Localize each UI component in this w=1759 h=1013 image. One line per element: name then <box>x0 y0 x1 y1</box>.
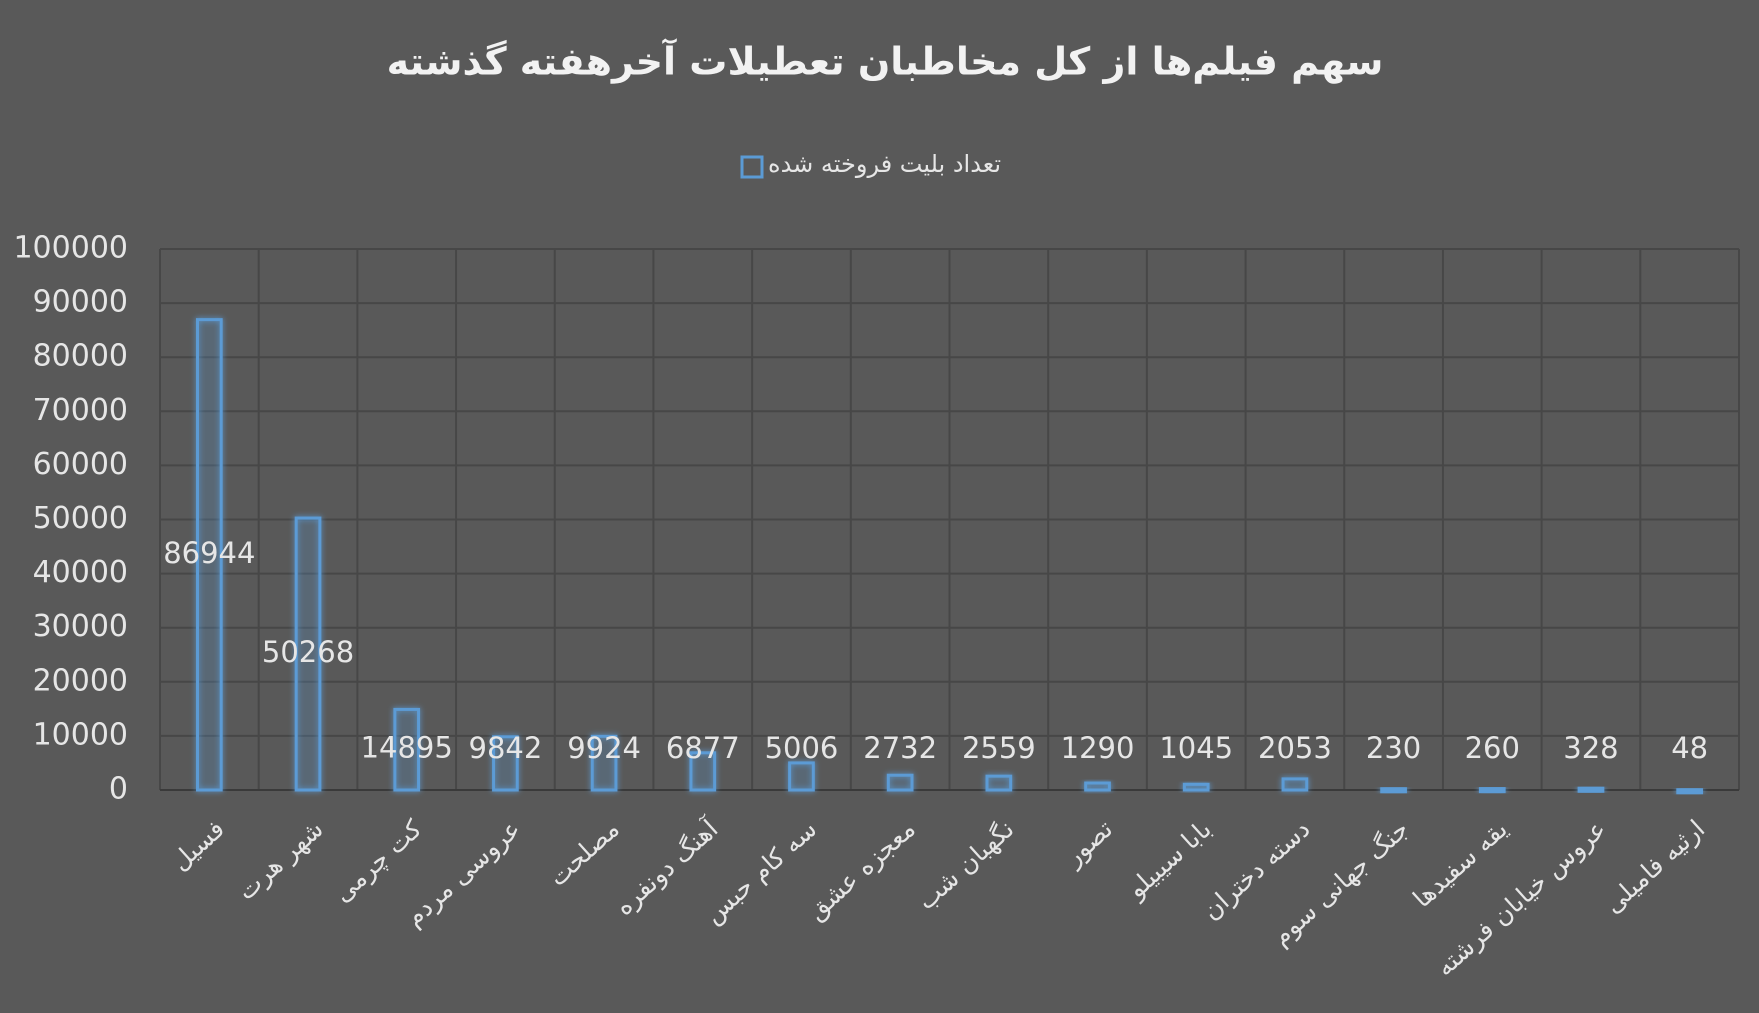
bar <box>492 735 519 792</box>
bar <box>1478 787 1506 794</box>
legend-label: تعداد بلیت فروخته شده <box>768 150 1001 178</box>
value-label: 2053 <box>1258 731 1332 765</box>
value-label: 9924 <box>567 731 641 765</box>
y-tick-label: 30000 <box>33 609 128 644</box>
bar <box>1676 788 1703 795</box>
value-label: 2732 <box>863 731 937 765</box>
value-label: 260 <box>1465 731 1520 765</box>
bar <box>196 318 223 792</box>
y-tick-label: 40000 <box>33 555 128 590</box>
value-label: 328 <box>1563 731 1618 765</box>
value-label: 48 <box>1671 731 1708 765</box>
bar <box>1380 787 1407 794</box>
bar <box>1577 786 1605 793</box>
y-tick-label: 90000 <box>33 285 128 320</box>
bar <box>1281 777 1309 792</box>
value-label: 14895 <box>361 731 453 765</box>
value-label: 50268 <box>262 635 354 669</box>
chart-title: سهم فیلم‌ها از کل مخاطبان تعطیلات آخرهفت… <box>387 38 1384 85</box>
y-tick-label: 80000 <box>33 339 128 374</box>
y-tick-label: 70000 <box>33 393 128 428</box>
y-tick-label: 100000 <box>13 231 128 266</box>
value-label: 86944 <box>163 536 255 570</box>
bar <box>788 761 815 792</box>
value-label: 1290 <box>1061 731 1135 765</box>
bar <box>590 734 618 792</box>
value-label: 230 <box>1366 731 1421 765</box>
value-label: 2559 <box>962 731 1036 765</box>
value-label: 1045 <box>1159 731 1233 765</box>
bar <box>393 707 421 792</box>
y-tick-label: 0 <box>109 772 128 807</box>
y-tick-label: 60000 <box>33 447 128 482</box>
bar <box>1084 781 1111 792</box>
bar <box>689 751 717 792</box>
y-tick-label: 20000 <box>33 663 128 698</box>
y-tick-label: 10000 <box>33 717 128 752</box>
value-label: 5006 <box>765 731 839 765</box>
legend-swatch <box>740 155 764 179</box>
value-label: 6877 <box>666 731 740 765</box>
bar <box>886 773 914 792</box>
bar <box>1182 782 1210 792</box>
y-tick-label: 50000 <box>33 501 128 536</box>
value-label: 9842 <box>469 731 543 765</box>
bar <box>294 516 322 792</box>
bar <box>985 774 1013 792</box>
legend: تعداد بلیت فروخته شده <box>740 150 1001 179</box>
